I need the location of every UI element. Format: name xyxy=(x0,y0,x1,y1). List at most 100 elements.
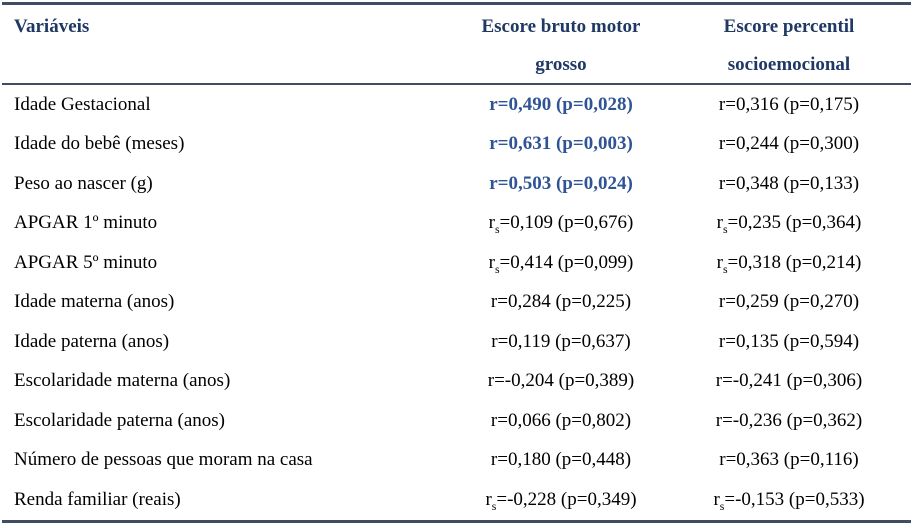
motor-value: rs=0,414 (p=0,099) xyxy=(455,251,667,276)
social-value: r=0,348 (p=0,133) xyxy=(667,173,911,195)
stat-prefix: r xyxy=(490,409,498,431)
header-social-line2: socioemocional xyxy=(727,54,851,75)
row-label: APGAR 1º minuto xyxy=(14,212,158,234)
social-value: r=-0,236 (p=0,362) xyxy=(667,410,911,432)
header-social-line1: Escore percentil xyxy=(723,16,855,37)
stat-value: =-0,236 (p=0,362) xyxy=(722,409,863,431)
motor-value: r=0,490 (p=0,028) xyxy=(455,94,667,116)
motor-value: r=0,284 (p=0,225) xyxy=(455,291,667,313)
stat-prefix: r xyxy=(488,212,495,234)
stat-value: =0,235 (p=0,364) xyxy=(727,212,862,234)
stat-prefix: r xyxy=(488,251,495,273)
stat-value: =0,503 (p=0,024) xyxy=(497,172,633,194)
table-row: APGAR 5º minuto rs=0,414 (p=0,099) rs=0,… xyxy=(2,243,911,283)
stat-prefix: r xyxy=(489,133,498,155)
table-header-row: Variáveis Escore bruto motor grosso Esco… xyxy=(2,5,911,85)
stat-value: =0,109 (p=0,676) xyxy=(499,212,634,234)
social-value: r=0,259 (p=0,270) xyxy=(667,291,911,313)
social-value: r=0,316 (p=0,175) xyxy=(667,94,911,116)
stat-prefix: r xyxy=(489,172,498,194)
row-label: Idade paterna (anos) xyxy=(14,330,170,352)
stat-subscript: s xyxy=(719,499,725,513)
row-label: Peso ao nascer (g) xyxy=(14,172,153,194)
stat-prefix: r xyxy=(718,330,726,352)
stat-value: =0,135 (p=0,594) xyxy=(725,330,860,352)
row-label: Idade Gestacional xyxy=(14,93,151,115)
table-row: Renda familiar (reais) rs=-0,228 (p=0,34… xyxy=(2,480,911,520)
motor-value: r=-0,204 (p=0,389) xyxy=(455,370,667,392)
motor-value: rs=-0,228 (p=0,349) xyxy=(455,488,667,513)
stat-value: =-0,204 (p=0,389) xyxy=(494,370,635,392)
stat-prefix: r xyxy=(490,291,498,313)
motor-value: r=0,119 (p=0,637) xyxy=(455,331,667,353)
stat-value: =0,066 (p=0,802) xyxy=(497,409,632,431)
stat-value: =-0,228 (p=0,349) xyxy=(496,488,637,510)
header-variables: Variáveis xyxy=(14,16,90,37)
table-body: Idade Gestacional r=0,490 (p=0,028) r=0,… xyxy=(2,85,911,520)
stat-value: =0,244 (p=0,300) xyxy=(725,133,860,155)
stat-prefix: r xyxy=(713,488,720,510)
motor-value: r=0,180 (p=0,448) xyxy=(455,449,667,471)
stat-prefix: r xyxy=(718,93,726,115)
stat-value: =0,631 (p=0,003) xyxy=(497,133,633,155)
table-row: Idade do bebê (meses) r=0,631 (p=0,003) … xyxy=(2,125,911,165)
row-label: Número de pessoas que moram na casa xyxy=(14,449,313,471)
stat-value: =0,259 (p=0,270) xyxy=(725,291,860,313)
table-row: Número de pessoas que moram na casa r=0,… xyxy=(2,441,911,481)
stat-value: =0,180 (p=0,448) xyxy=(497,449,632,471)
header-motor-score: Escore bruto motor grosso xyxy=(455,8,667,84)
stat-subscript: s xyxy=(722,262,728,276)
table-row: Idade paterna (anos) r=0,119 (p=0,637) r… xyxy=(2,322,911,362)
stat-subscript: s xyxy=(494,262,500,276)
stat-prefix: r xyxy=(487,370,495,392)
stat-prefix: r xyxy=(718,133,726,155)
table-row: Idade materna (anos) r=0,284 (p=0,225) r… xyxy=(2,283,911,323)
stat-value: =0,316 (p=0,175) xyxy=(725,93,860,115)
stat-prefix: r xyxy=(489,93,498,115)
social-value: rs=-0,153 (p=0,533) xyxy=(667,488,911,513)
table-row: APGAR 1º minuto rs=0,109 (p=0,676) rs=0,… xyxy=(2,204,911,244)
header-motor-line2: grosso xyxy=(535,54,587,75)
stat-prefix: r xyxy=(715,409,723,431)
table-row: Escolaridade materna (anos) r=-0,204 (p=… xyxy=(2,362,911,402)
table-row: Idade Gestacional r=0,490 (p=0,028) r=0,… xyxy=(2,85,911,125)
row-label: Renda familiar (reais) xyxy=(14,488,181,510)
stat-prefix: r xyxy=(718,172,726,194)
motor-value: r=0,503 (p=0,024) xyxy=(455,173,667,195)
stat-value: =0,318 (p=0,214) xyxy=(727,251,862,273)
stat-value: =0,490 (p=0,028) xyxy=(497,93,633,115)
stat-value: =0,363 (p=0,116) xyxy=(725,449,859,471)
motor-value: r=0,066 (p=0,802) xyxy=(455,410,667,432)
table-row: Escolaridade paterna (anos) r=0,066 (p=0… xyxy=(2,401,911,441)
motor-value: r=0,631 (p=0,003) xyxy=(455,133,667,155)
social-value: r=0,135 (p=0,594) xyxy=(667,331,911,353)
stat-prefix: r xyxy=(716,251,723,273)
table-row: Peso ao nascer (g) r=0,503 (p=0,024) r=0… xyxy=(2,164,911,204)
stat-prefix: r xyxy=(719,449,726,471)
row-label: Escolaridade materna (anos) xyxy=(14,370,231,392)
row-label: APGAR 5º minuto xyxy=(14,251,158,273)
row-label: Idade do bebê (meses) xyxy=(14,133,185,155)
stat-value: =0,119 (p=0,637) xyxy=(497,330,631,352)
stat-prefix: r xyxy=(716,212,723,234)
row-label: Idade materna (anos) xyxy=(14,291,175,313)
header-social-score: Escore percentil socioemocional xyxy=(667,8,911,84)
stat-value: =-0,153 (p=0,533) xyxy=(724,488,865,510)
social-value: r=-0,241 (p=0,306) xyxy=(667,370,911,392)
stat-value: =0,414 (p=0,099) xyxy=(499,251,634,273)
stat-value: =-0,241 (p=0,306) xyxy=(722,370,863,392)
stat-subscript: s xyxy=(494,223,500,237)
stat-value: =0,348 (p=0,133) xyxy=(725,172,860,194)
social-value: r=0,363 (p=0,116) xyxy=(667,449,911,471)
stat-subscript: s xyxy=(491,499,497,513)
social-value: rs=0,318 (p=0,214) xyxy=(667,251,911,276)
stat-prefix: r xyxy=(491,330,498,352)
header-motor-line1: Escore bruto motor xyxy=(481,16,641,37)
social-value: r=0,244 (p=0,300) xyxy=(667,133,911,155)
stat-value: =0,284 (p=0,225) xyxy=(497,291,632,313)
row-label: Escolaridade paterna (anos) xyxy=(14,409,226,431)
stat-prefix: r xyxy=(715,370,723,392)
stat-prefix: r xyxy=(718,291,726,313)
